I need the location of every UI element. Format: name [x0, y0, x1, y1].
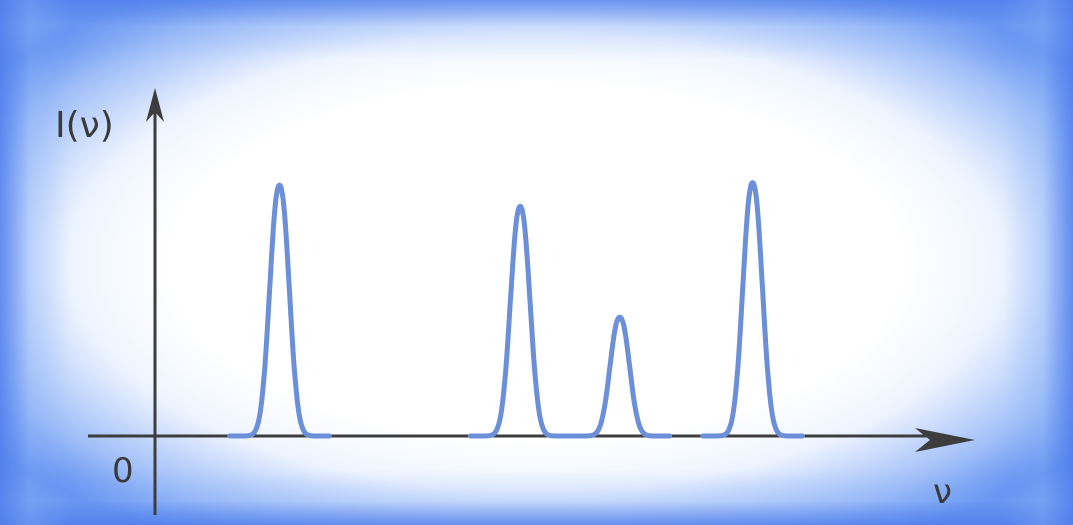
peaks-group	[227, 180, 805, 439]
y-axis-label: I(ν)	[55, 105, 114, 146]
peak-2	[467, 203, 573, 439]
peak-3	[567, 314, 673, 439]
x-axis-label: ν	[933, 472, 952, 512]
origin-label: 0	[112, 451, 134, 491]
y-axis-arrow	[146, 88, 164, 122]
peak-1	[227, 182, 332, 439]
x-axis-arrow	[915, 428, 975, 452]
peak-4	[700, 180, 805, 439]
